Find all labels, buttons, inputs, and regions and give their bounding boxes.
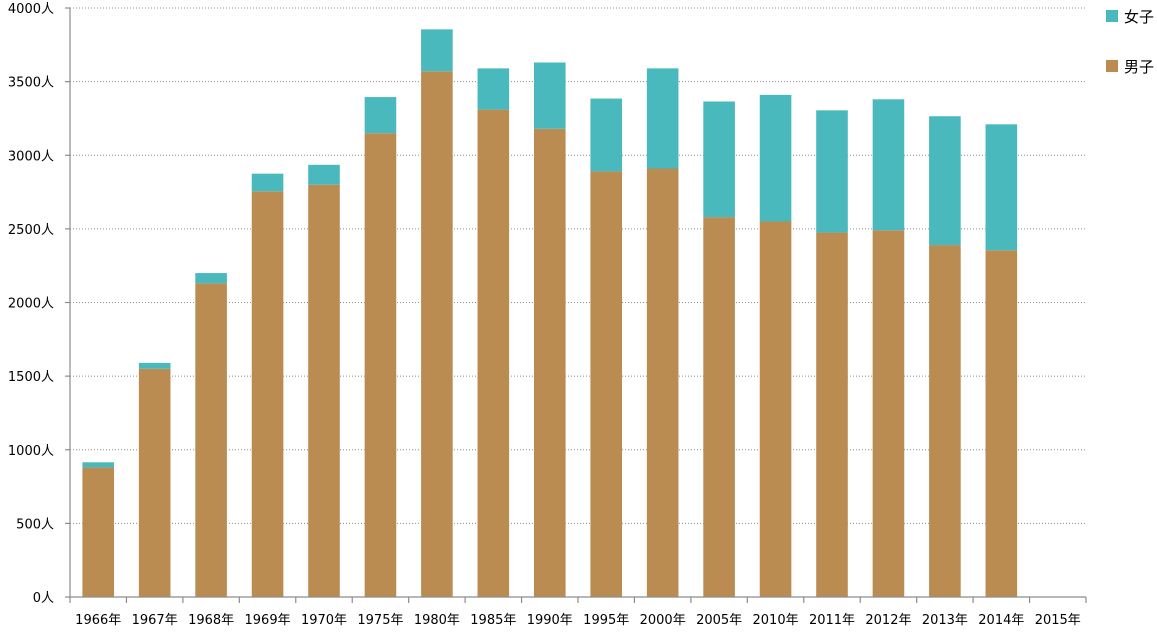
x-tick-label: 2013年 (922, 613, 968, 628)
bar-male-11 (703, 217, 735, 597)
y-tick-label: 2500人 (8, 223, 54, 238)
x-tick-label: 1980年 (414, 613, 460, 628)
bar-female-9 (590, 98, 623, 172)
bar-female-11 (703, 101, 735, 218)
x-tick-label: 2010年 (753, 613, 799, 628)
y-tick-labels: 0人 500人 1000人 1500人 2000人 2500人 3000人 3500人 4000… (8, 2, 54, 606)
x-tick-label: 2011年 (809, 613, 855, 628)
bar-male-9 (590, 171, 623, 597)
bar-male-4 (308, 184, 340, 597)
bar-male-2 (195, 283, 227, 597)
y-tick-label: 1500人 (8, 370, 54, 385)
bar-male-12 (759, 221, 792, 597)
x-tick-label: 2005年 (696, 613, 742, 628)
y-tick-label: 3000人 (8, 149, 54, 164)
x-tick-label: 2015年 (1035, 613, 1081, 628)
x-tick-label: 1985年 (470, 613, 516, 628)
bar-male-0 (82, 467, 115, 597)
bar-female-0 (82, 462, 115, 468)
bar-female-8 (533, 62, 566, 129)
bar-male-14 (872, 230, 905, 597)
bar-male-7 (477, 109, 510, 597)
bar-female-7 (477, 68, 510, 110)
x-tick-label: 2012年 (865, 613, 911, 628)
y-tick-label: 0人 (33, 591, 54, 606)
bar-female-10 (646, 68, 679, 169)
x-tick-label: 1967年 (132, 613, 178, 628)
x-tick-label: 1966年 (75, 613, 121, 628)
bar-female-13 (816, 110, 848, 233)
bar-male-1 (138, 368, 171, 597)
bar-male-8 (533, 128, 566, 597)
bar-female-14 (872, 99, 905, 231)
legend-swatch (1106, 10, 1118, 22)
y-tick-label: 500人 (16, 517, 54, 532)
bar-male-16 (985, 250, 1018, 597)
bar-female-16 (985, 124, 1018, 251)
bar-male-15 (929, 245, 961, 597)
bar-female-6 (421, 29, 453, 72)
x-tick-label: 2000年 (640, 613, 686, 628)
bar-female-5 (364, 97, 397, 134)
x-tick-label: 1968年 (188, 613, 234, 628)
bar-female-12 (759, 94, 792, 222)
gridlines (70, 7, 1086, 524)
bar-female-1 (138, 362, 171, 369)
bars (82, 29, 1018, 598)
x-tick-label: 1995年 (583, 613, 629, 628)
x-tick-label: 2014年 (978, 613, 1024, 628)
x-tick-label: 1990年 (527, 613, 573, 628)
legend-label: 女子 (1124, 8, 1154, 26)
legend-swatch (1106, 60, 1118, 72)
bar-female-3 (251, 173, 284, 192)
y-tick-label: 1000人 (8, 444, 54, 459)
bar-female-15 (929, 116, 961, 246)
bar-male-10 (646, 168, 679, 597)
bar-female-4 (308, 164, 340, 185)
bar-male-3 (251, 191, 284, 598)
y-tick-label: 4000人 (8, 2, 54, 17)
legend-label: 男子 (1124, 58, 1154, 76)
x-tick-label: 1969年 (245, 613, 291, 628)
axes (65, 7, 1087, 603)
bar-female-2 (195, 273, 227, 284)
x-tick-labels: 1966年 1967年 1968年 1969年 1970年 1975年 1980年 1985年… (75, 613, 1081, 628)
x-tick-label: 1970年 (301, 613, 347, 628)
y-tick-label: 2000人 (8, 297, 54, 312)
bar-male-5 (364, 133, 397, 597)
x-tick-label: 1975年 (357, 613, 403, 628)
bar-male-13 (816, 232, 848, 597)
y-tick-label: 3500人 (8, 76, 54, 91)
bar-male-6 (421, 71, 453, 597)
